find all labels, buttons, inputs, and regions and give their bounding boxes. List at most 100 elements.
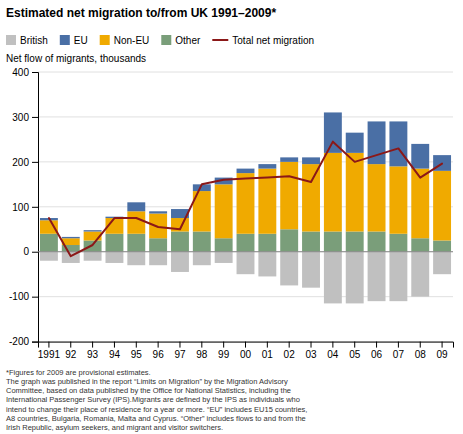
line: [49, 142, 442, 257]
bar: [280, 162, 298, 229]
x-tick-label: 92: [65, 349, 77, 360]
y-axis-line: [32, 73, 39, 343]
bar: [324, 252, 342, 304]
x-tick: 00: [240, 342, 252, 360]
bar: [258, 252, 276, 277]
x-tick: 1991: [38, 342, 61, 360]
legend-swatch: [100, 35, 110, 45]
x-tick-mark: [289, 342, 290, 348]
legend-swatch: [212, 39, 228, 41]
y-tick-mark: [32, 162, 38, 163]
x-axis: 1991929394959697989900010203040506070809: [38, 342, 454, 360]
bar: [389, 234, 407, 252]
bar: [433, 241, 451, 252]
bar: [237, 252, 255, 274]
bar: [368, 252, 386, 301]
bar: [368, 232, 386, 252]
bar: [215, 252, 233, 263]
bar: [127, 202, 145, 211]
y-tick: 100: [12, 202, 38, 213]
bar: [324, 153, 342, 232]
x-tick-label: 03: [305, 349, 317, 360]
y-axis: -200 -100 0 100 200 300 400: [9, 67, 39, 348]
bar-series: [40, 112, 451, 238]
grid-line: [38, 72, 453, 73]
y-tick-mark: [32, 117, 38, 118]
bar: [171, 232, 189, 252]
x-tick-mark: [442, 342, 443, 348]
x-tick-label: 97: [174, 349, 186, 360]
x-tick-mark: [311, 342, 312, 348]
y-tick-mark: [32, 342, 38, 343]
bar: [324, 232, 342, 252]
footnote: *Figures for 2009 are provisional estima…: [6, 368, 151, 377]
y-tick: 0: [23, 246, 38, 257]
y-tick-label: -100: [9, 291, 29, 302]
x-tick-label: 95: [131, 349, 143, 360]
x-tick-label: 99: [218, 349, 230, 360]
x-tick-mark: [201, 342, 202, 348]
x-axis-line: [39, 342, 454, 348]
zero-line: [38, 251, 453, 252]
x-tick-label: 1991: [38, 349, 61, 360]
y-tick-mark: [32, 72, 38, 73]
legend-item: Total net migration: [212, 35, 314, 46]
bar: [215, 238, 233, 251]
x-tick-label: 06: [371, 349, 383, 360]
legend-label: EU: [74, 35, 88, 46]
bar: [40, 234, 58, 252]
bar: [149, 238, 167, 251]
grid-line: [38, 116, 453, 117]
y-tick-label: 300: [12, 112, 29, 123]
bar: [389, 252, 407, 301]
x-tick-mark: [267, 342, 268, 348]
y-tick-label: 200: [12, 157, 29, 168]
x-tick: 96: [153, 342, 165, 360]
x-tick-label: 93: [87, 349, 99, 360]
bar: [346, 232, 364, 252]
footnote: International Passenger Survey (IPS).Mig…: [6, 395, 300, 404]
y-tick-label: 400: [12, 67, 29, 78]
x-tick-mark: [136, 342, 137, 348]
bar: [84, 230, 102, 231]
x-tick-label: 00: [240, 349, 252, 360]
y-tick: 400: [12, 67, 38, 78]
y-tick: 300: [12, 112, 38, 123]
x-tick: 05: [349, 342, 361, 360]
x-tick: 02: [284, 342, 296, 360]
x-tick: 99: [218, 342, 230, 360]
legend-swatch: [6, 35, 16, 45]
bar: [127, 252, 145, 265]
bar: [389, 121, 407, 166]
x-tick-mark: [92, 342, 93, 348]
title: Estimated net migration to/from UK 1991–…: [6, 6, 276, 20]
x-tick-mark: [114, 342, 115, 348]
x-tick-mark: [223, 342, 224, 348]
grid: [38, 72, 453, 342]
x-tick: 97: [174, 342, 186, 360]
grid-line: [38, 251, 453, 252]
bar: [62, 237, 80, 238]
y-tick-label: -200: [9, 336, 29, 347]
y-tick: 200: [12, 157, 38, 168]
x-tick-label: 04: [327, 349, 339, 360]
footnote: Committee, based on data published by th…: [6, 386, 291, 395]
bar: [389, 166, 407, 233]
x-tick-mark: [420, 342, 421, 348]
bar: [411, 144, 429, 169]
x-tick: 03: [305, 342, 317, 360]
bar: [280, 252, 298, 286]
bar: [433, 171, 451, 241]
y-tick-mark: [32, 207, 38, 208]
bar: [149, 252, 167, 265]
x-tick-mark: [398, 342, 399, 348]
x-tick-label: 02: [284, 349, 296, 360]
y-tick-label: 0: [23, 246, 29, 257]
bar: [105, 252, 123, 263]
bar: [302, 164, 320, 231]
footnotes: *Figures for 2009 are provisional estima…: [6, 368, 307, 432]
x-tick-label: 07: [393, 349, 405, 360]
bar-series: [40, 153, 451, 245]
bar: [84, 252, 102, 261]
y-tick: -200: [9, 336, 38, 347]
